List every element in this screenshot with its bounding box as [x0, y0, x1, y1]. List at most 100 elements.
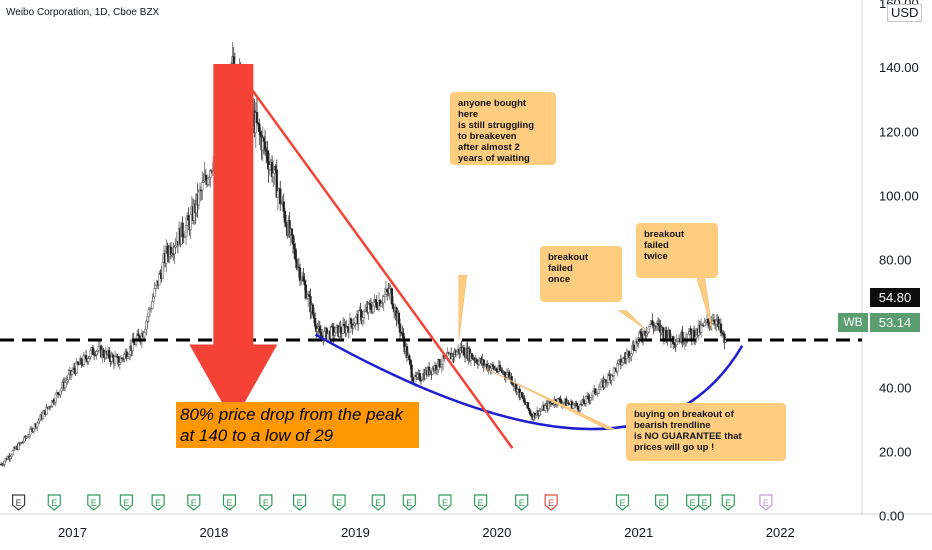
candle-body	[279, 188, 282, 205]
candle-body	[582, 399, 585, 404]
candle-body	[11, 450, 14, 456]
annotation-trendline-breakout[interactable]: buying on breakout of bearish trendline …	[626, 403, 786, 461]
earnings-marker-icon[interactable]: E	[721, 494, 735, 511]
candle-body	[142, 332, 146, 338]
svg-text:E: E	[191, 498, 197, 508]
svg-text:E: E	[336, 498, 342, 508]
currency-button[interactable]: USD	[887, 4, 923, 22]
candle-body	[166, 246, 169, 254]
annotation-bought-here[interactable]: anyone bought here is still struggling t…	[450, 92, 556, 165]
candle-body	[470, 353, 474, 359]
earnings-marker-icon[interactable]: E	[698, 494, 712, 511]
annotation-breakout-once[interactable]: breakout failed once	[540, 246, 622, 302]
candle-body	[255, 112, 259, 124]
candle-body	[60, 387, 63, 392]
svg-text:E: E	[155, 498, 161, 508]
candle-body	[304, 284, 308, 299]
earnings-marker-icon[interactable]: E	[332, 494, 346, 511]
candle-body	[617, 360, 620, 364]
candle-body	[204, 174, 208, 180]
candle-body	[699, 324, 703, 333]
earnings-marker-icon[interactable]: E	[402, 494, 416, 511]
candle-body	[668, 329, 671, 338]
callout-pointer	[484, 367, 615, 430]
candle-body	[151, 300, 154, 309]
annotation-price-drop[interactable]: 80% price drop from the peak at 140 to a…	[176, 402, 419, 448]
candle-body	[349, 318, 353, 325]
earnings-marker-icon[interactable]: E	[371, 494, 385, 511]
candle-body	[189, 214, 192, 231]
earnings-marker-icon[interactable]: E	[87, 494, 101, 511]
candle-body	[599, 381, 603, 388]
earnings-marker-icon[interactable]: E	[438, 494, 452, 511]
y-tick-label: 80.00	[879, 252, 912, 267]
earnings-marker-icon[interactable]: E	[615, 494, 630, 511]
annotation-breakout-twice[interactable]: breakout failed twice	[636, 223, 718, 278]
y-tick-label: 120.00	[879, 124, 919, 139]
candle-body	[352, 324, 355, 329]
candle-body	[283, 211, 287, 223]
y-tick-label: 0.00	[879, 508, 904, 523]
candle-body	[187, 215, 190, 221]
earnings-marker-icon[interactable]: E	[259, 494, 273, 511]
candle-body	[147, 309, 151, 318]
svg-text:E: E	[16, 498, 22, 508]
candle-body	[640, 333, 644, 339]
candle-body	[520, 392, 524, 398]
svg-text:E: E	[619, 498, 625, 508]
candle-body	[36, 422, 39, 428]
candle-body	[73, 367, 76, 371]
candle-body	[276, 190, 280, 198]
earnings-marker-icon[interactable]: E	[119, 494, 133, 511]
candle-body	[84, 355, 88, 360]
drop-arrow[interactable]	[189, 64, 278, 423]
callout-pointer	[458, 275, 468, 340]
candle-body	[382, 296, 385, 304]
earnings-marker-icon[interactable]: E	[474, 494, 488, 511]
svg-text:E: E	[226, 498, 232, 508]
earnings-marker-icon[interactable]: E	[47, 494, 61, 511]
earnings-marker-icon[interactable]: E	[686, 494, 700, 511]
candle-body	[538, 411, 541, 416]
earnings-marker-icon[interactable]: E	[187, 494, 201, 511]
earnings-marker-icon[interactable]: E	[544, 494, 558, 511]
x-tick-label: 2022	[766, 525, 795, 540]
svg-text:E: E	[659, 498, 665, 508]
level-price-label: 54.80	[870, 288, 920, 307]
candle-body	[95, 351, 98, 355]
svg-text:E: E	[51, 498, 57, 508]
candle-body	[354, 316, 358, 324]
candle-body	[318, 326, 321, 333]
candle-body	[54, 393, 58, 403]
candle-body	[597, 388, 601, 394]
earnings-marker-icon[interactable]: E	[151, 494, 165, 511]
candle-body	[398, 323, 402, 333]
candle-body	[489, 367, 492, 371]
candle-body	[173, 247, 176, 254]
candle-body	[88, 356, 91, 359]
candle-body	[113, 356, 117, 364]
earnings-marker-icon[interactable]: E	[12, 494, 26, 511]
candle-body	[719, 323, 723, 333]
candle-body	[181, 222, 184, 238]
bearish-trendline[interactable]	[232, 63, 514, 449]
candle-body	[144, 328, 147, 333]
candle-body	[263, 141, 267, 150]
candle-body	[606, 374, 610, 383]
rounding-bottom-arc[interactable]	[314, 333, 744, 431]
earnings-marker-icon[interactable]: E	[759, 494, 773, 511]
candle-body	[59, 390, 62, 396]
candle-body	[661, 327, 664, 332]
candle-body	[706, 319, 710, 323]
svg-text:E: E	[406, 498, 412, 508]
candle-body	[262, 137, 266, 142]
candle-body	[498, 365, 502, 371]
earnings-marker-icon[interactable]: E	[222, 494, 237, 511]
earnings-marker-icon[interactable]: E	[655, 494, 669, 511]
earnings-marker-icon[interactable]: E	[293, 494, 307, 511]
earnings-marker-icon[interactable]: E	[515, 494, 529, 511]
candle-body	[475, 359, 478, 363]
svg-text:E: E	[702, 498, 708, 508]
candle-body	[651, 320, 654, 325]
